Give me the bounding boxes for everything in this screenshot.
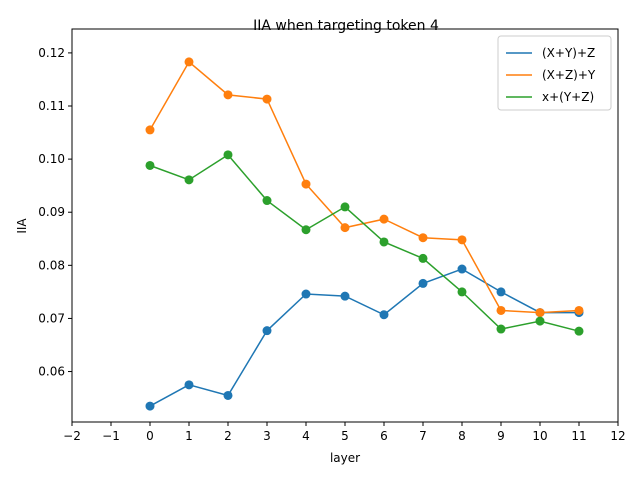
- data-point: [535, 308, 545, 318]
- x-tick-label: 5: [341, 429, 349, 443]
- x-tick-label: 6: [380, 429, 388, 443]
- data-point: [574, 326, 584, 336]
- series-line-0: [149, 268, 579, 407]
- data-point: [340, 291, 350, 301]
- x-tick-label: 1: [185, 429, 193, 443]
- x-tick-label: 12: [610, 429, 625, 443]
- x-tick-label: 9: [497, 429, 505, 443]
- data-point: [340, 223, 350, 233]
- data-point: [496, 305, 506, 315]
- data-point: [418, 233, 428, 243]
- x-tick-label: 10: [532, 429, 547, 443]
- y-tick-label: 0.09: [38, 205, 65, 219]
- legend-label: x+(Y+Z): [542, 90, 594, 104]
- y-axis: 0.06 0.07 0.08 0.09 0.10 0.11 0.12: [38, 46, 72, 379]
- x-tick-label: 11: [571, 429, 586, 443]
- x-tick-label: 2: [224, 429, 232, 443]
- x-tick-label: −2: [63, 429, 81, 443]
- y-tick-label: 0.11: [38, 99, 65, 113]
- y-tick-label: 0.12: [38, 46, 65, 60]
- chart-title: IIA when targeting token 4: [253, 18, 439, 34]
- data-point: [418, 253, 428, 263]
- data-point: [457, 235, 467, 245]
- data-point: [262, 196, 272, 206]
- x-tick-label: −1: [102, 429, 120, 443]
- data-point: [145, 160, 155, 170]
- data-point: [496, 287, 506, 297]
- data-point: [262, 94, 272, 104]
- data-point: [262, 326, 272, 336]
- plot-area: [145, 57, 584, 411]
- series-line-2: [149, 153, 580, 332]
- y-tick-label: 0.07: [38, 311, 65, 325]
- x-tick-label: 0: [146, 429, 154, 443]
- y-tick-label: 0.10: [38, 152, 65, 166]
- legend-label: (X+Y)+Z: [542, 46, 595, 60]
- data-point: [535, 316, 545, 326]
- y-tick-label: 0.06: [38, 365, 65, 379]
- data-point: [145, 125, 155, 135]
- data-point: [379, 214, 389, 224]
- data-point: [184, 57, 194, 67]
- data-point: [223, 390, 233, 400]
- data-point: [574, 305, 584, 315]
- data-point: [418, 278, 428, 288]
- data-point: [184, 380, 194, 390]
- data-point: [301, 289, 311, 299]
- x-tick-label: 4: [302, 429, 310, 443]
- x-tick-label: 7: [419, 429, 427, 443]
- data-point: [340, 202, 350, 212]
- legend: (X+Y)+Z (X+Z)+Y x+(Y+Z): [497, 35, 612, 111]
- x-tick-label: 8: [458, 429, 466, 443]
- series-line-1: [149, 60, 580, 314]
- data-point: [496, 324, 506, 334]
- y-tick-label: 0.08: [38, 258, 65, 272]
- x-axis-label: layer: [330, 451, 360, 465]
- data-point: [145, 401, 155, 411]
- data-point: [223, 90, 233, 100]
- data-point: [301, 179, 311, 189]
- x-tick-label: 3: [263, 429, 271, 443]
- data-point: [457, 287, 467, 297]
- x-axis: −2 −1 0 1 2 3 4 5 6 7 8 9 10 11 12: [63, 422, 626, 443]
- data-point: [379, 310, 389, 320]
- data-point: [457, 264, 467, 274]
- legend-box: [497, 35, 612, 111]
- data-point: [223, 150, 233, 160]
- y-axis-label: IIA: [15, 218, 29, 234]
- data-point: [301, 225, 311, 235]
- legend-label: (X+Z)+Y: [542, 68, 596, 82]
- data-point: [379, 237, 389, 247]
- data-point: [184, 175, 194, 185]
